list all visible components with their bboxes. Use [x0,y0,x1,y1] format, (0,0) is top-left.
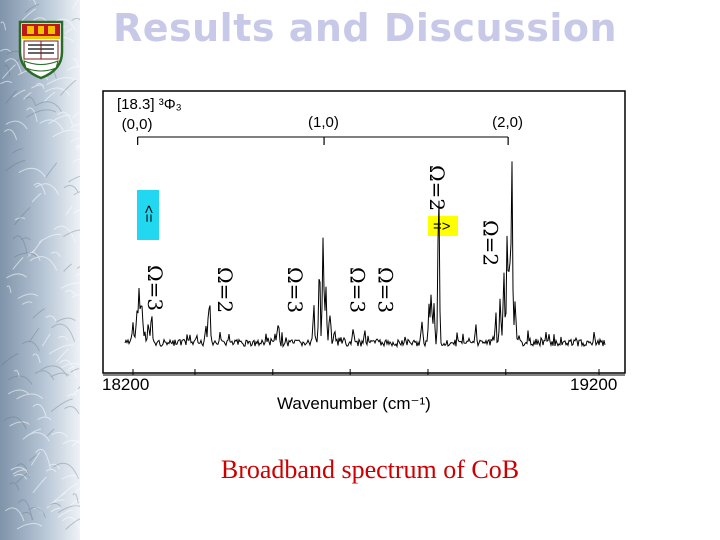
x-axis-label: Wavenumber (cm⁻¹) [277,394,431,413]
omega-label: Ω=3 [346,267,370,313]
plot-frame [102,90,626,374]
right-arrow-box: => [428,216,458,236]
left-arrow-box: <= [137,190,159,240]
vibronic-band-markers: (0,0) (1,0) (2,0) [122,114,523,145]
band-label: (0,0) [122,116,153,133]
x-tick-label-start: 18200 [102,375,149,394]
x-tick-label-end: 19200 [570,375,617,394]
omega-label: Ω=3 [283,267,307,313]
omega-label: Ω=2 [478,220,502,266]
omega-label: Ω=2 [425,165,449,211]
band-origin-label: [18.3] ³Φ₃ [117,96,182,113]
omega-label: Ω=2 [213,267,237,313]
x-axis-ticks [132,369,600,375]
university-crest-logo [18,20,64,80]
omega-label: Ω=3 [143,265,167,311]
band-label: (1,0) [308,114,339,131]
spectrum-chart: (0,0) (1,0) (2,0) [18.3] ³Φ₃ Ω=3 Ω=2 Ω=3 Ω=3 Ω… [102,90,626,413]
right-arrow-label: => [433,218,451,235]
slide-caption: Broadband spectrum of CoB [220,455,520,484]
left-arrow-label: <= [140,205,157,223]
band-label: (2,0) [492,114,523,131]
omega-labels: Ω=3 Ω=2 Ω=3 Ω=3 Ω=3Ω=2Ω=2 [143,165,503,313]
frosted-glass-sidebar [0,0,80,540]
omega-label: Ω=3 [374,267,398,313]
slide-title: Results and Discussion [112,6,618,50]
spectrum-trace [124,161,606,349]
